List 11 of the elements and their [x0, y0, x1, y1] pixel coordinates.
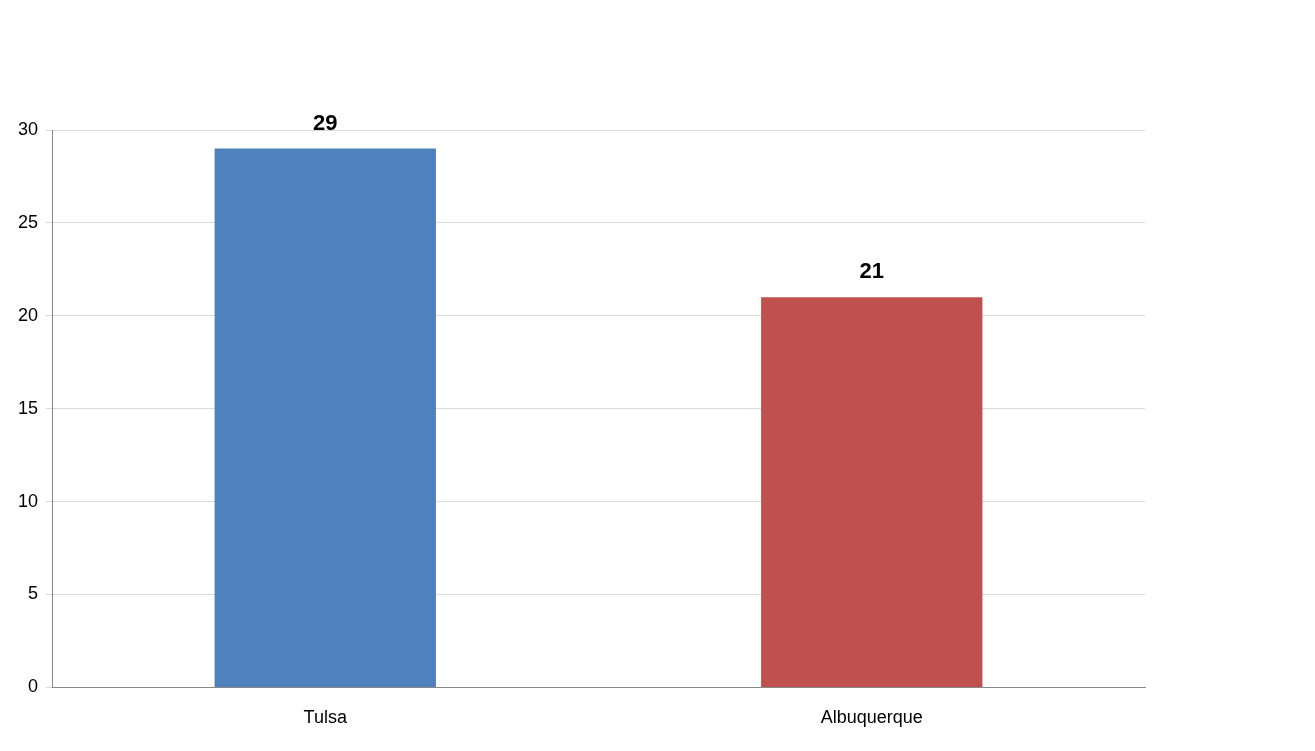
y-tick-label: 0 — [28, 676, 39, 697]
y-tick-label: 30 — [17, 118, 39, 139]
y-tick-label: 15 — [17, 397, 39, 418]
y-tick-label: 20 — [17, 304, 39, 325]
data-label: 29 — [313, 109, 338, 135]
y-tick-label: 10 — [17, 490, 39, 511]
y-tick-label: 5 — [28, 583, 39, 604]
y-tick-label: 25 — [17, 211, 39, 232]
data-label: 21 — [859, 258, 884, 284]
x-tick-label: Tulsa — [303, 707, 348, 728]
x-tick-label: Albuquerque — [820, 707, 923, 728]
